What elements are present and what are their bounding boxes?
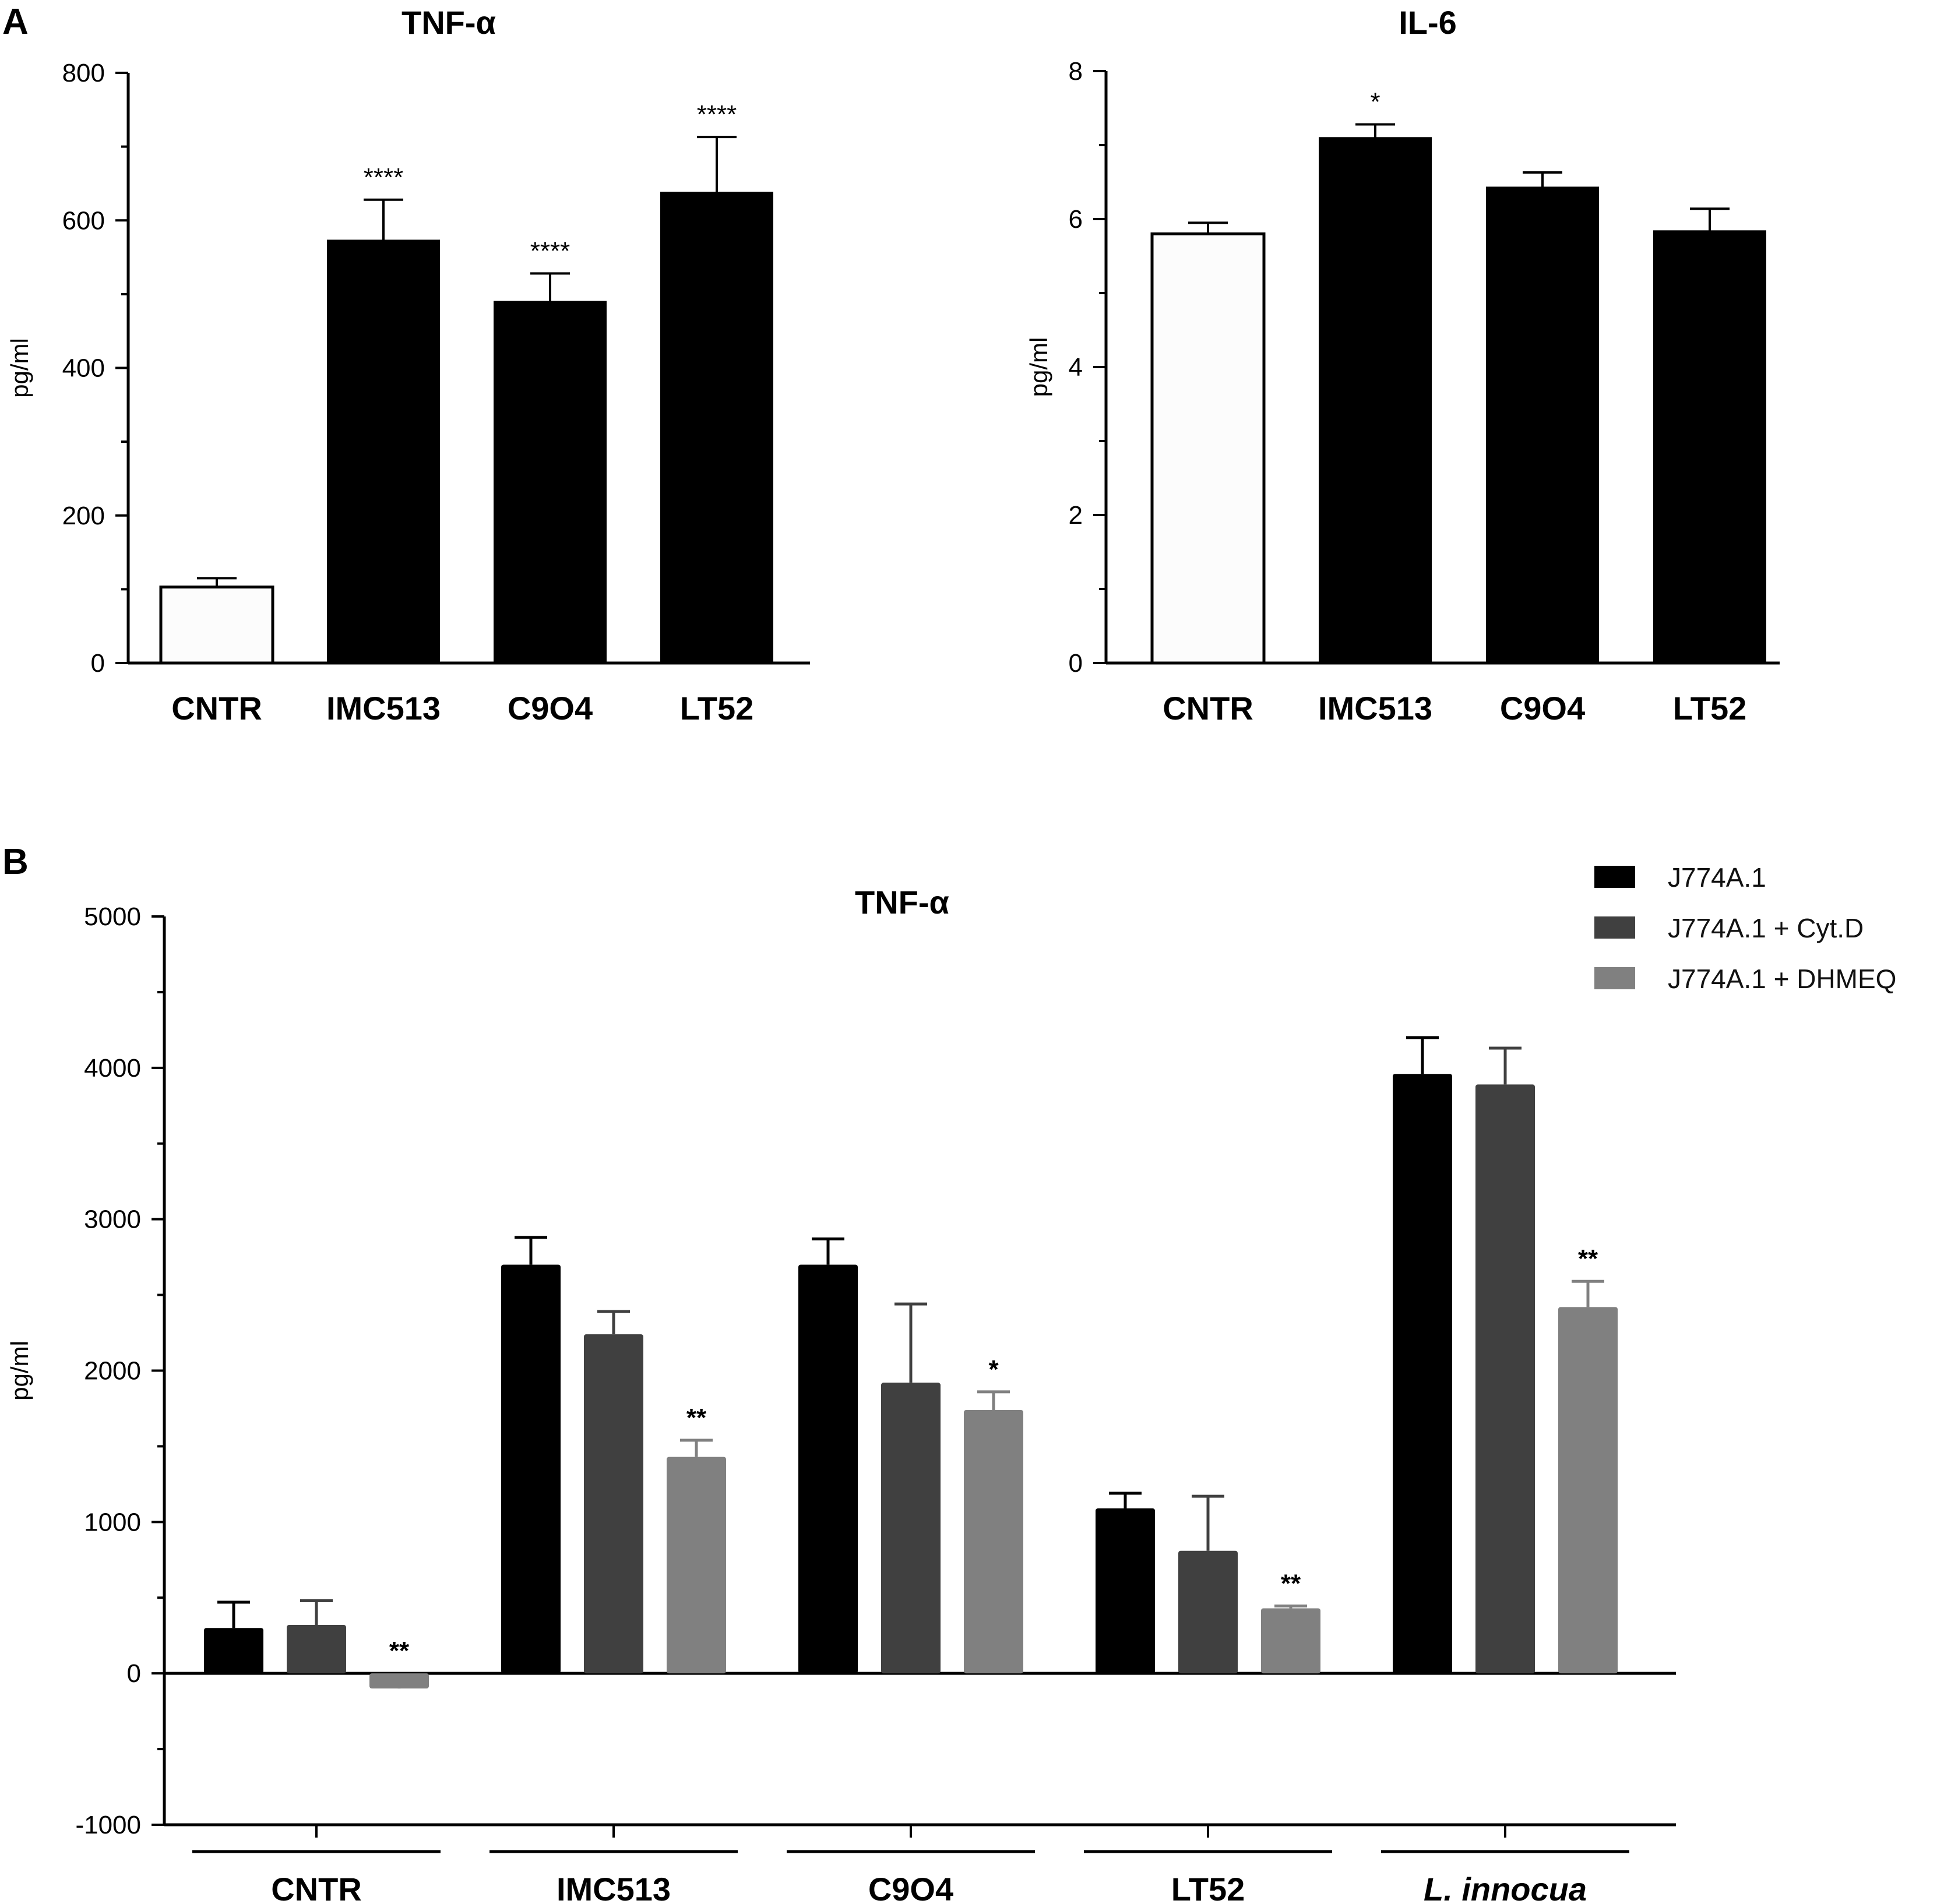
y-axis-label: pg/ml <box>6 338 33 398</box>
category-label-lt52: LT52 <box>680 690 754 727</box>
significance-imc513: * <box>1370 87 1380 116</box>
legend-label-j774a-1: J774A.1 <box>1668 862 1766 893</box>
y-tick-label: 0 <box>91 649 105 678</box>
panel-b-label: B <box>2 842 29 882</box>
bar-imc513 <box>327 239 440 664</box>
bar-imc513 <box>1319 137 1432 664</box>
bar-c9o4-j774a-1-cyt-d <box>881 1383 941 1674</box>
significance-c9o4: **** <box>530 237 570 265</box>
tnf-alpha-chart-a: 0 200 400 600 800 TNF-α pg/ml CNTR **** IMC513 ***… <box>6 4 810 727</box>
bar-l-innocua-j774a-1-cyt-d <box>1475 1084 1535 1674</box>
y-tick-label: 0 <box>1069 649 1083 678</box>
y-tick-label: 400 <box>62 354 105 383</box>
category-label-cntr: CNTR <box>271 1871 362 1904</box>
y-axis-label: pg/ml <box>6 1341 33 1401</box>
y-tick-label: 8 <box>1069 57 1083 86</box>
category-label-imc513: IMC513 <box>557 1871 671 1904</box>
significance-cntr-j774a-1-dhmeq: ** <box>389 1637 410 1665</box>
bar-l-innocua-j774a-1-dhmeq <box>1558 1307 1618 1674</box>
legend-label-j774a-1-cyt-d: J774A.1 + Cyt.D <box>1668 913 1864 943</box>
significance-imc513: **** <box>364 163 404 192</box>
y-tick-label: 4000 <box>84 1054 141 1083</box>
bar-lt52-j774a-1-dhmeq <box>1261 1608 1320 1674</box>
bar-cntr-j774a-1-cyt-d <box>287 1625 346 1674</box>
bar-c9o4-j774a-1-dhmeq <box>964 1410 1023 1674</box>
category-label-c9o4: C9O4 <box>508 690 593 727</box>
category-label-lt52: LT52 <box>1171 1871 1245 1904</box>
y-tick-label: 0 <box>127 1659 141 1688</box>
category-label-cntr: CNTR <box>171 690 262 727</box>
category-label-cntr: CNTR <box>1163 690 1253 727</box>
legend-swatch-j774a-1-cyt-d <box>1594 916 1635 939</box>
bar-c9o4 <box>494 301 607 664</box>
legend-swatch-j774a-1 <box>1594 866 1635 888</box>
il6-chart: 0 2 4 6 8 IL-6 pg/ml CNTR * IMC513 C9O4 LT52 <box>1025 4 1780 727</box>
significance-lt52: **** <box>697 100 737 129</box>
legend-label-j774a-1-dhmeq: J774A.1 + DHMEQ <box>1668 964 1896 994</box>
y-tick-label: 2000 <box>84 1357 141 1385</box>
chart-title: TNF-α <box>402 4 496 41</box>
bar-cntr-j774a-1 <box>204 1628 263 1674</box>
bar-c9o4 <box>1486 186 1599 664</box>
category-label-imc513: IMC513 <box>326 690 441 727</box>
category-label-imc513: IMC513 <box>1318 690 1432 727</box>
bar-imc513-j774a-1 <box>501 1264 561 1674</box>
category-label-c9o4: C9O4 <box>1500 690 1585 727</box>
bar-lt52 <box>1653 230 1766 664</box>
bar-lt52 <box>660 192 773 664</box>
significance-l-innocua-j774a-1-dhmeq: ** <box>1578 1244 1598 1273</box>
tnf-alpha-chart-b: -1000 0 1000 2000 3000 4000 5000 TNF-α pg/ml CNTR… <box>6 884 1676 1904</box>
y-tick-label: 200 <box>62 502 105 530</box>
bar-imc513-j774a-1-dhmeq <box>667 1457 726 1674</box>
category-label-lt52: LT52 <box>1673 690 1747 727</box>
category-label-l-innocua: L. innocua <box>1424 1871 1587 1904</box>
bar-imc513-j774a-1-cyt-d <box>584 1334 643 1674</box>
y-tick-label: 3000 <box>84 1205 141 1234</box>
y-tick-label: 4 <box>1069 353 1083 382</box>
bar-cntr <box>1150 232 1266 665</box>
y-axis-label: pg/ml <box>1025 337 1052 397</box>
y-tick-label: -1000 <box>75 1811 141 1839</box>
y-tick-label: 6 <box>1069 205 1083 234</box>
panel-a-label: A <box>2 2 29 42</box>
bar-cntr-j774a-1-dhmeq <box>369 1673 429 1689</box>
legend: J774A.1 J774A.1 + Cyt.D J774A.1 + DHMEQ <box>1594 862 1896 994</box>
category-label-c9o4: C9O4 <box>868 1871 953 1904</box>
y-tick-label: 600 <box>62 206 105 235</box>
bar-l-innocua-j774a-1 <box>1393 1074 1452 1674</box>
legend-swatch-j774a-1-dhmeq <box>1594 967 1635 989</box>
chart-title: TNF-α <box>855 884 949 921</box>
y-tick-label: 5000 <box>84 902 141 931</box>
y-tick-label: 1000 <box>84 1508 141 1536</box>
significance-imc513-j774a-1-dhmeq: ** <box>686 1404 707 1432</box>
significance-c9o4-j774a-1-dhmeq: * <box>988 1355 999 1384</box>
bar-lt52-j774a-1 <box>1096 1508 1155 1674</box>
significance-lt52-j774a-1-dhmeq: ** <box>1281 1570 1301 1598</box>
bar-cntr <box>159 586 274 665</box>
chart-title: IL-6 <box>1399 4 1457 41</box>
y-tick-label: 2 <box>1069 501 1083 530</box>
y-tick-label: 800 <box>62 59 105 87</box>
bar-lt52-j774a-1-cyt-d <box>1178 1550 1238 1674</box>
bar-c9o4-j774a-1 <box>798 1264 858 1674</box>
